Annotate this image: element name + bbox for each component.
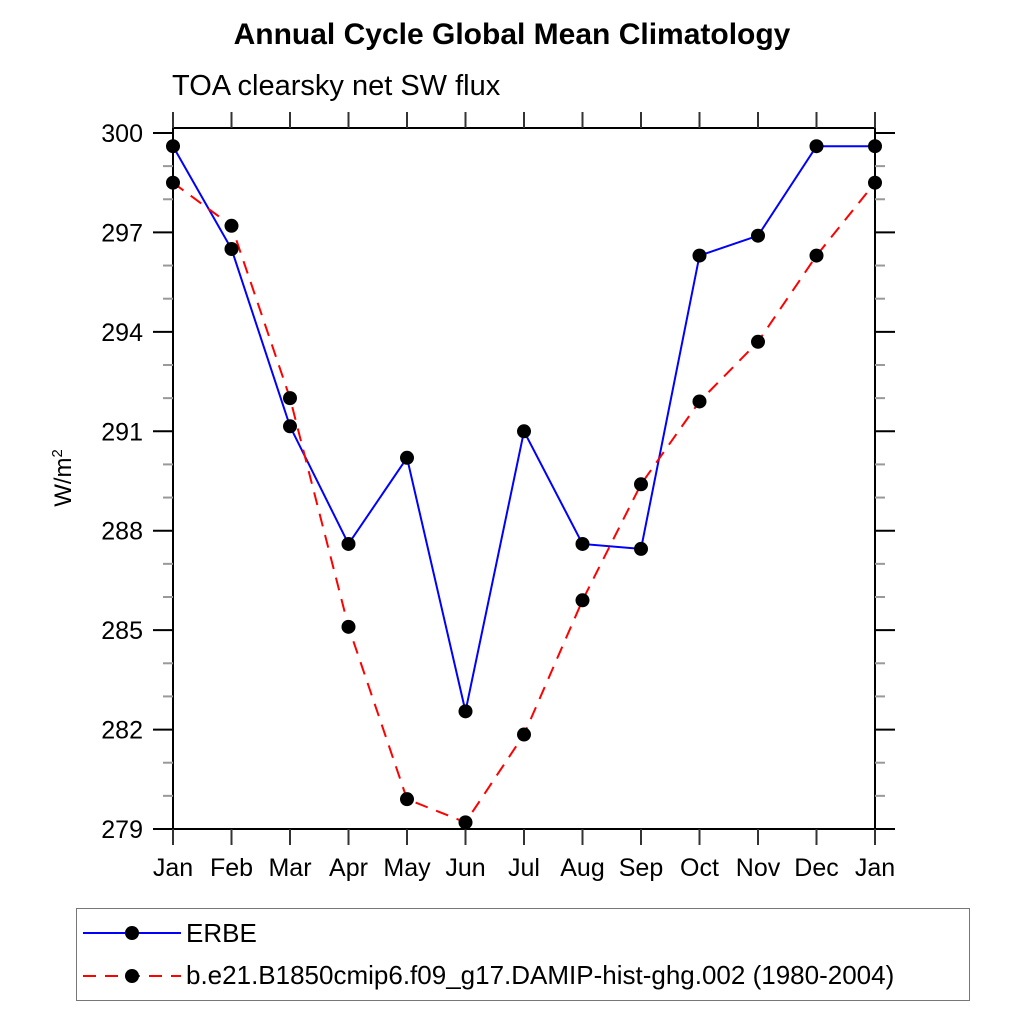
legend-box: ERBE b.e21.B1850cmip6.f09_g17.DAMIP-hist… (76, 908, 970, 1001)
data-point-series-1 (634, 477, 648, 492)
data-point-series-0 (751, 228, 765, 243)
data-point-series-1 (341, 619, 356, 634)
x-tick-label: Feb (210, 854, 253, 882)
legend-item-erbe: ERBE (77, 913, 969, 953)
x-tick-label: Jul (508, 854, 540, 882)
data-point-series-1 (809, 248, 824, 263)
y-tick-label: 294 (101, 319, 143, 347)
data-point-series-1 (751, 334, 765, 349)
data-point-series-0 (166, 139, 180, 154)
x-tick-label: Jan (153, 854, 193, 882)
data-point-series-0 (400, 450, 414, 465)
data-point-series-1 (400, 792, 414, 807)
x-tick-label: Nov (736, 854, 781, 882)
data-point-series-0 (283, 419, 297, 434)
model-line-sample (83, 968, 181, 983)
data-point-series-0 (809, 139, 824, 154)
x-tick-label: Aug (560, 854, 604, 882)
data-point-series-1 (575, 593, 590, 608)
data-point-series-1 (692, 394, 707, 409)
y-tick-label: 291 (101, 418, 143, 446)
data-point-series-0 (341, 536, 356, 551)
x-tick-label: Dec (794, 854, 838, 882)
data-point-series-1 (868, 175, 882, 190)
x-tick-label: Jan (855, 854, 895, 882)
series-line-1 (172, 181, 876, 824)
x-tick-label: Oct (680, 854, 719, 882)
data-point-series-0 (868, 139, 882, 154)
y-tick-label: 282 (101, 717, 143, 745)
plot-frame (172, 127, 876, 830)
y-tick-label: 297 (101, 219, 143, 247)
data-point-series-0 (224, 241, 239, 256)
data-point-series-1 (458, 815, 473, 830)
y-tick-label: 288 (101, 518, 143, 546)
data-point-series-0 (458, 704, 473, 719)
data-point-series-0 (575, 536, 590, 551)
legend-label-model: b.e21.B1850cmip6.f09_g17.DAMIP-hist-ghg.… (186, 960, 895, 991)
data-point-series-0 (517, 424, 531, 439)
data-point-series-1 (166, 175, 180, 190)
legend-item-model: b.e21.B1850cmip6.f09_g17.DAMIP-hist-ghg.… (77, 956, 969, 996)
chart-title: Annual Cycle Global Mean Climatology (233, 18, 791, 51)
chart-subtitle: TOA clearsky net SW flux (172, 70, 501, 102)
y-tick-label: 279 (101, 816, 143, 844)
data-point-series-1 (283, 391, 297, 406)
y-tick-label: 300 (101, 120, 143, 148)
data-point-series-0 (634, 541, 648, 556)
x-tick-label: Mar (268, 854, 311, 882)
x-tick-label: Apr (329, 854, 368, 882)
x-tick-label: Sep (619, 854, 663, 882)
data-point-series-1 (224, 218, 239, 233)
legend-label-erbe: ERBE (186, 917, 257, 948)
x-tick-label: Jun (445, 854, 485, 882)
y-tick-label: 285 (101, 617, 143, 645)
data-point-series-0 (692, 248, 707, 263)
data-point-series-1 (517, 727, 531, 742)
erbe-line-sample (83, 926, 181, 941)
x-tick-label: May (383, 854, 431, 882)
